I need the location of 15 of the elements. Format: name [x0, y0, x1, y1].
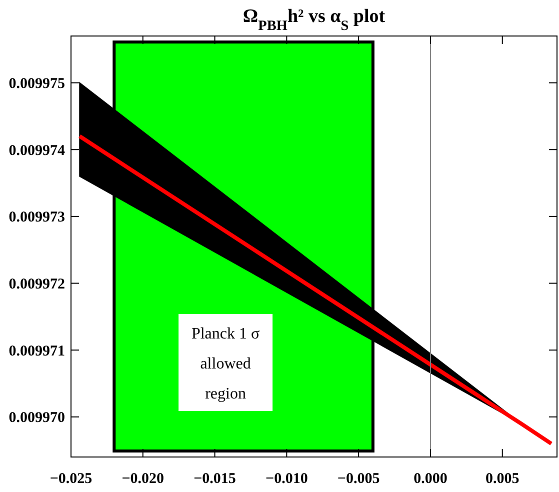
x-tick-label: −0.015 — [194, 471, 236, 487]
chart-title: Ω$_{PBH}$h² vs α$_{S}$ plot — [242, 6, 386, 34]
x-tick-label: −0.005 — [337, 471, 380, 487]
y-tick-label: 0.009975 — [8, 76, 65, 92]
band-label: Planck 1 σ allowed region — [191, 326, 260, 403]
x-tick-label: 0.000 — [414, 471, 448, 487]
x-tick-label: 0.005 — [485, 471, 520, 487]
y-tick-label: 0.009970 — [8, 410, 65, 426]
y-tick-label: 0.009972 — [8, 276, 65, 293]
x-tick-label: −0.020 — [122, 471, 164, 487]
y-tick-label: 0.009974 — [8, 142, 66, 159]
y-tick-label: 0.009973 — [8, 210, 65, 226]
x-tick-label: −0.010 — [266, 471, 308, 487]
y-tick-label: 0.009971 — [8, 343, 65, 360]
x-tick-label: −0.025 — [50, 471, 92, 487]
